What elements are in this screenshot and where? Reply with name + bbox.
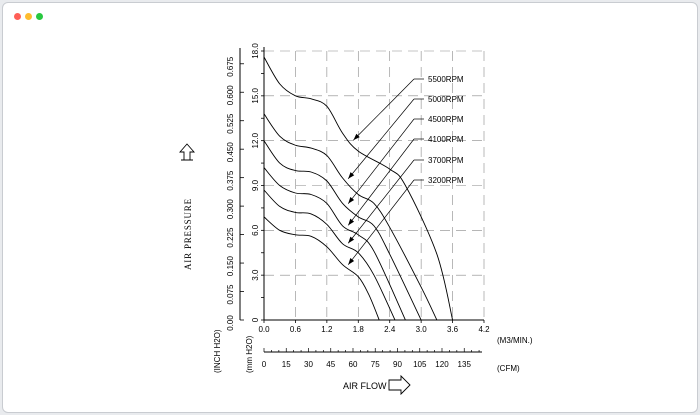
y-mm-tick-label: 6.0	[251, 224, 260, 236]
x-cfm-tick-label: 60	[349, 360, 358, 369]
series-group	[263, 56, 454, 321]
x-cfm-tick-label: 15	[282, 360, 291, 369]
x-cfm-tick-label: 45	[326, 360, 335, 369]
series-line	[263, 167, 406, 321]
legend-label: 5500RPM	[428, 75, 464, 84]
legend-label: 4100RPM	[428, 135, 464, 144]
series-line	[263, 113, 438, 321]
y-mm-tick-label: 3.0	[251, 269, 260, 281]
title-bar	[3, 3, 697, 29]
x-axis-label: AIR FLOW	[343, 381, 387, 391]
legend-label: 3700RPM	[428, 156, 464, 165]
x-tick-label: 3.6	[447, 325, 459, 334]
y-left-units-label: (INCH H2O)	[213, 329, 222, 373]
y-right-units-label: (mm H2O)	[245, 335, 254, 373]
x-tick-label: 2.4	[384, 325, 396, 334]
legend-label: 4500RPM	[428, 115, 464, 124]
legend-arrowhead-icon	[348, 218, 355, 226]
x-cfm-tick-label: 105	[413, 360, 427, 369]
up-arrow-icon	[179, 143, 195, 161]
x-cfm-tick-label: 30	[304, 360, 313, 369]
series-line	[263, 140, 422, 321]
y-mm-tick-label: 18.0	[251, 43, 260, 59]
y-axis-label: AIR PRESSURE	[183, 198, 193, 270]
y-inch-tick-label: 0.675	[226, 56, 235, 77]
grid-lines	[264, 50, 485, 320]
legend-leader-line	[347, 159, 415, 244]
x-tick-label: 1.8	[353, 325, 365, 334]
y-inch-tick-label: 0.225	[226, 227, 235, 248]
y-mm-tick-label: 15.0	[251, 88, 260, 104]
x-tick-label: 4.2	[478, 325, 490, 334]
x-cfm-tick-label: 120	[435, 360, 449, 369]
x-top-units-label: (M3/MIN.)	[497, 336, 533, 345]
legend-leader-line	[347, 118, 415, 204]
legend-label: 5000RPM	[428, 95, 464, 104]
x-cfm-tick-label: 75	[371, 360, 380, 369]
x-tick-label: 3.0	[416, 325, 428, 334]
chart-labels: AIR PRESSURE (INCH H2O) (mm H2O) AIR FLO…	[179, 43, 533, 396]
y-mm-tick-label: 0	[251, 317, 260, 322]
legend-arrowhead-icon	[348, 172, 355, 179]
legend-leader-line	[347, 179, 415, 265]
right-arrow-icon	[388, 374, 411, 396]
x-tick-label: 1.2	[321, 325, 333, 334]
legend-leader-line	[353, 78, 415, 141]
y-inch-tick-label: 0.450	[226, 142, 235, 163]
series-line	[263, 216, 380, 321]
x-cfm-tick-label: 135	[458, 360, 472, 369]
y-inch-tick-label: 0.00	[226, 315, 235, 331]
x-cfm-tick-label: 0	[262, 360, 267, 369]
legend-leader-line	[347, 98, 415, 179]
close-window-button[interactable]	[14, 13, 21, 20]
maximize-window-button[interactable]	[36, 13, 43, 20]
y-mm-tick-label: 12.0	[251, 132, 260, 148]
series-line	[263, 56, 454, 321]
y-mm-tick-label: 9.0	[251, 179, 260, 191]
y-inch-tick-label: 0.150	[226, 256, 235, 277]
legend-label: 3200RPM	[428, 176, 464, 185]
x-bottom-units-label: (CFM)	[497, 364, 520, 373]
legend-arrowhead-icon	[348, 197, 355, 204]
legend-leader-line	[347, 138, 415, 226]
y-inch-tick-label: 0.375	[226, 170, 235, 191]
legend-arrowhead-icon	[353, 133, 360, 141]
chart-axes	[239, 47, 485, 353]
legend-arrowhead-icon	[348, 258, 355, 265]
minimize-window-button[interactable]	[25, 13, 32, 20]
y-inch-tick-label: 0.600	[226, 85, 235, 106]
y-inch-tick-label: 0.525	[226, 113, 235, 134]
y-inch-tick-label: 0.300	[226, 199, 235, 220]
y-inch-tick-label: 0.075	[226, 284, 235, 305]
x-tick-label: 0.6	[290, 325, 302, 334]
series-line	[263, 189, 396, 321]
x-tick-label: 0.0	[258, 325, 270, 334]
x-cfm-tick-label: 90	[393, 360, 402, 369]
legend-arrowhead-icon	[348, 236, 355, 244]
legend-leaders	[347, 78, 424, 265]
